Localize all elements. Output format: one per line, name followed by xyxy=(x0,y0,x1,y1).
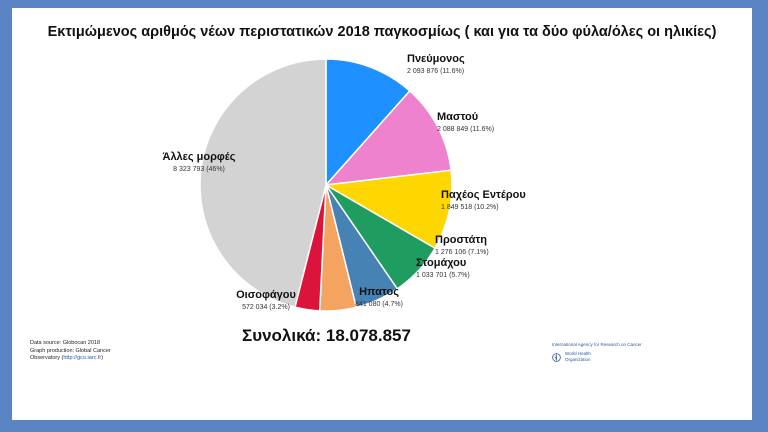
data-source: Data source: Globocan 2018 Graph product… xyxy=(30,340,111,363)
source-link[interactable]: http://gco.iarc.fr xyxy=(63,355,102,361)
source-line-1: Data source: Globocan 2018 xyxy=(30,340,101,346)
slice-label: Οισοφάγου xyxy=(236,289,296,301)
slide: Εκτιμώμενος αριθμός νέων περιστατικών 20… xyxy=(12,8,752,420)
iarc-logo-text: International Agency for Research on Can… xyxy=(552,342,642,347)
pie-slice xyxy=(323,169,453,250)
pie-slice xyxy=(199,58,327,309)
source-line-2: Graph production: Global Cancer xyxy=(30,347,111,354)
pie-slice xyxy=(325,58,411,187)
pie-slice xyxy=(324,89,452,186)
slice-label: Πνεύμονος xyxy=(407,53,465,65)
slice-value-label: 8 323 793 (46%) xyxy=(173,166,225,173)
who-logo: World Health Organization xyxy=(552,351,591,363)
slice-value-label: 1 849 518 (10.2%) xyxy=(441,204,499,211)
slice-label: Μαστού xyxy=(437,111,478,123)
slice-value-label: 841 080 (4.7%) xyxy=(355,301,403,308)
pie-chart: Πνεύμονος 2 093 876 (11.6%) Μαστού 2 088 84… xyxy=(163,53,526,312)
who-emblem-icon xyxy=(552,352,561,362)
chart-title: Εκτιμώμενος αριθμός νέων περιστατικών 20… xyxy=(47,24,717,40)
source-line-3: Observatory (http://gco.iarc.fr) xyxy=(30,355,104,361)
slice-value-label: 1 033 701 (5.7%) xyxy=(416,272,470,279)
slice-value-label: 2 093 876 (11.6%) xyxy=(407,68,464,75)
who-line-2: Organization xyxy=(565,357,591,362)
slice-value-label: 572 034 (3.2%) xyxy=(242,304,290,311)
slice-label: Ηπατος xyxy=(359,286,399,298)
slice-value-label: 1 276 106 (7.1%) xyxy=(435,249,489,256)
slice-value-label: 2 088 849 (11.6%) xyxy=(437,126,494,133)
slice-label: Προστάτη xyxy=(435,234,487,246)
slice-label: Παχέος Εντέρου xyxy=(441,189,526,201)
total-cases: Συνολικά: 18.078.857 xyxy=(242,326,411,345)
slice-label: Άλλες μορφές xyxy=(163,151,236,163)
slice-label: Στομάχου xyxy=(416,257,466,269)
who-line-1: World Health xyxy=(565,351,591,356)
